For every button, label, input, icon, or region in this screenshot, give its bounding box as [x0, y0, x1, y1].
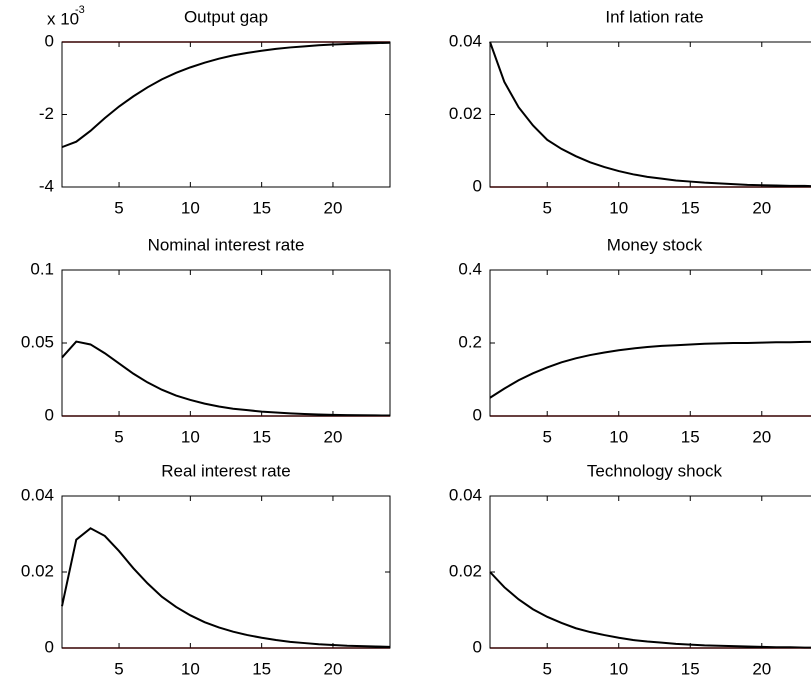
series-line: [61, 41, 391, 149]
x-tick-label: 5: [114, 659, 123, 678]
y-tick-label: 0: [473, 176, 482, 195]
y-tick-label: -2: [39, 104, 54, 123]
y-tick-label: -4: [39, 176, 54, 195]
x-tick-label: 5: [542, 659, 551, 678]
x-tick-label: 10: [609, 659, 628, 678]
plot-area: [62, 270, 390, 416]
plot-area: [490, 42, 811, 187]
x-tick-label: 5: [542, 427, 551, 446]
x-tick-label: 10: [181, 659, 200, 678]
y-tick-label: 0.1: [30, 259, 54, 278]
subplot: Inf lation rate 0 0.02 0.04 5 10 15 20: [449, 7, 811, 217]
y-tick-label: 0.02: [21, 561, 54, 580]
y-tick-label: 0: [45, 637, 54, 656]
x-tick-label: 10: [609, 198, 628, 217]
subplot: Nominal interest rate 0 0.05 0.1 5 10 15 20: [21, 235, 391, 446]
y-tick-label: 0.04: [449, 485, 482, 504]
series-line: [61, 340, 391, 417]
y-tick-label: 0: [473, 405, 482, 424]
x-tick-label: 20: [752, 198, 771, 217]
x-tick-label: 20: [323, 659, 342, 678]
y-tick-label: 0: [473, 637, 482, 656]
series-line: [489, 340, 811, 399]
x-tick-label: 20: [752, 427, 771, 446]
plot-area: [490, 496, 811, 648]
x-tick-label: 5: [542, 198, 551, 217]
x-tick-label: 5: [114, 198, 123, 217]
axes-box: [489, 269, 811, 417]
x-tick-label: 15: [252, 198, 271, 217]
y-tick-label: 0: [45, 31, 54, 50]
y-multiplier-base: x 10: [47, 9, 79, 28]
x-tick-label: 15: [252, 659, 271, 678]
y-tick-label: 0.2: [458, 332, 482, 351]
subplot: Technology shock 0 0.02 0.04 5 10 15 20: [449, 461, 811, 678]
subplot: Real interest rate 0 0.02 0.04 5 10 15 20: [21, 461, 391, 678]
series-line: [489, 571, 811, 649]
x-tick-label: 10: [181, 198, 200, 217]
x-tick-label: 5: [114, 427, 123, 446]
axes-box: [61, 495, 391, 649]
axes-box: [61, 269, 391, 417]
x-tick-label: 15: [681, 659, 700, 678]
subplot-title: Money stock: [607, 235, 703, 254]
y-tick-label: 0.04: [21, 485, 54, 504]
y-tick-label: 0.02: [449, 561, 482, 580]
axes-box: [489, 41, 811, 188]
y-multiplier-exponent: -3: [75, 4, 85, 16]
x-tick-label: 10: [181, 427, 200, 446]
plot-area: [62, 42, 390, 187]
x-tick-label: 20: [323, 427, 342, 446]
subplot: Output gap x 10-3 -4 -2 0 5 10 15 20: [39, 4, 391, 217]
x-tick-label: 15: [681, 427, 700, 446]
axes-box: [489, 495, 811, 649]
series-line: [489, 41, 811, 188]
axes-box: [61, 41, 391, 188]
subplot-title: Technology shock: [587, 461, 723, 480]
x-tick-label: 15: [252, 427, 271, 446]
y-tick-label: 0.05: [21, 332, 54, 351]
plot-area: [62, 496, 390, 648]
y-tick-label: 0.02: [449, 104, 482, 123]
x-tick-label: 15: [681, 198, 700, 217]
subplot: Money stock 0 0.2 0.4 5 10 15 20: [458, 235, 811, 446]
x-tick-label: 20: [323, 198, 342, 217]
y-tick-label: 0.04: [449, 31, 482, 50]
x-tick-label: 20: [752, 659, 771, 678]
series-line: [61, 527, 391, 648]
subplot-title: Real interest rate: [161, 461, 290, 480]
x-tick-label: 10: [609, 427, 628, 446]
y-tick-label: 0.4: [458, 259, 482, 278]
subplot-title: Output gap: [184, 7, 268, 26]
subplot-title: Nominal interest rate: [148, 235, 305, 254]
subplot-title: Inf lation rate: [605, 7, 703, 26]
y-tick-label: 0: [45, 405, 54, 424]
